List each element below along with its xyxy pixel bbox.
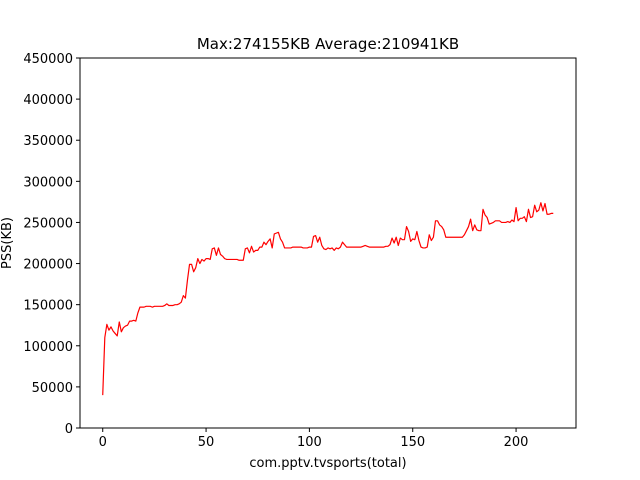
y-tick-label: 50000 [32, 381, 73, 396]
y-tick-label: 400000 [23, 93, 73, 108]
y-tick-label: 250000 [23, 216, 73, 231]
y-tick-label: 150000 [23, 299, 73, 314]
chart-title: Max:274155KB Average:210941KB [197, 35, 459, 53]
y-tick-label: 350000 [23, 134, 73, 149]
y-tick-label: 200000 [23, 258, 73, 273]
x-axis-label: com.pptv.tvsports(total) [249, 456, 406, 471]
x-axis-ticks: 0 50 100 150 200 [99, 428, 529, 450]
y-axis-label: PSS(KB) [0, 217, 15, 269]
y-tick-label: 450000 [23, 52, 73, 67]
y-axis-ticks: 0 50000 100000 150000 200000 250000 300000 3500… [23, 52, 80, 437]
x-tick-label: 100 [297, 435, 322, 450]
y-tick-label: 100000 [23, 340, 73, 355]
x-tick-label: 150 [400, 435, 425, 450]
x-tick-label: 50 [198, 435, 215, 450]
x-tick-label: 200 [504, 435, 529, 450]
y-tick-label: 300000 [23, 175, 73, 190]
y-tick-label: 0 [65, 422, 73, 437]
x-tick-label: 0 [99, 435, 107, 450]
pss-series-line [102, 202, 554, 396]
series-lines [102, 202, 554, 396]
plot-area-frame [79, 57, 577, 429]
